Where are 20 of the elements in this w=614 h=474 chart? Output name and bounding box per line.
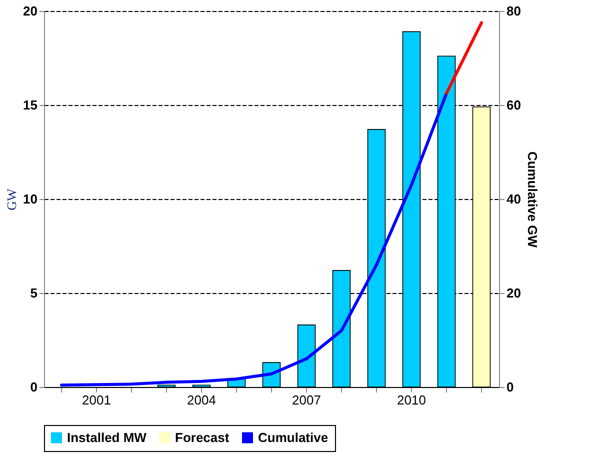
legend-label: Cumulative — [258, 430, 328, 445]
y-tick-label: 20 — [23, 4, 38, 18]
legend-label: Installed MW — [67, 430, 148, 445]
legend-label: Forecast — [175, 430, 230, 445]
y2-tick-label: 40 — [506, 192, 521, 206]
line-series — [60, 92, 448, 387]
y2-tick-label: 80 — [506, 4, 521, 18]
y-tick-label: 0 — [30, 380, 38, 394]
y2-tick-label: 60 — [506, 98, 521, 112]
x-tick-label: 2004 — [187, 392, 216, 408]
y2-tick-label: 20 — [506, 286, 521, 300]
x-tick-label: 2007 — [292, 392, 321, 408]
y2-axis-title: Cumulative GW — [524, 151, 540, 248]
y-axis-title: GW — [4, 188, 20, 210]
x-tick-label: 2001 — [82, 392, 111, 408]
y-tick-label: 10 — [23, 192, 38, 206]
y-tick-label: 15 — [23, 98, 38, 112]
y-tick-label: 5 — [30, 286, 38, 300]
x-tick-label: 2010 — [397, 392, 426, 408]
y2-tick-label: 0 — [506, 380, 514, 394]
